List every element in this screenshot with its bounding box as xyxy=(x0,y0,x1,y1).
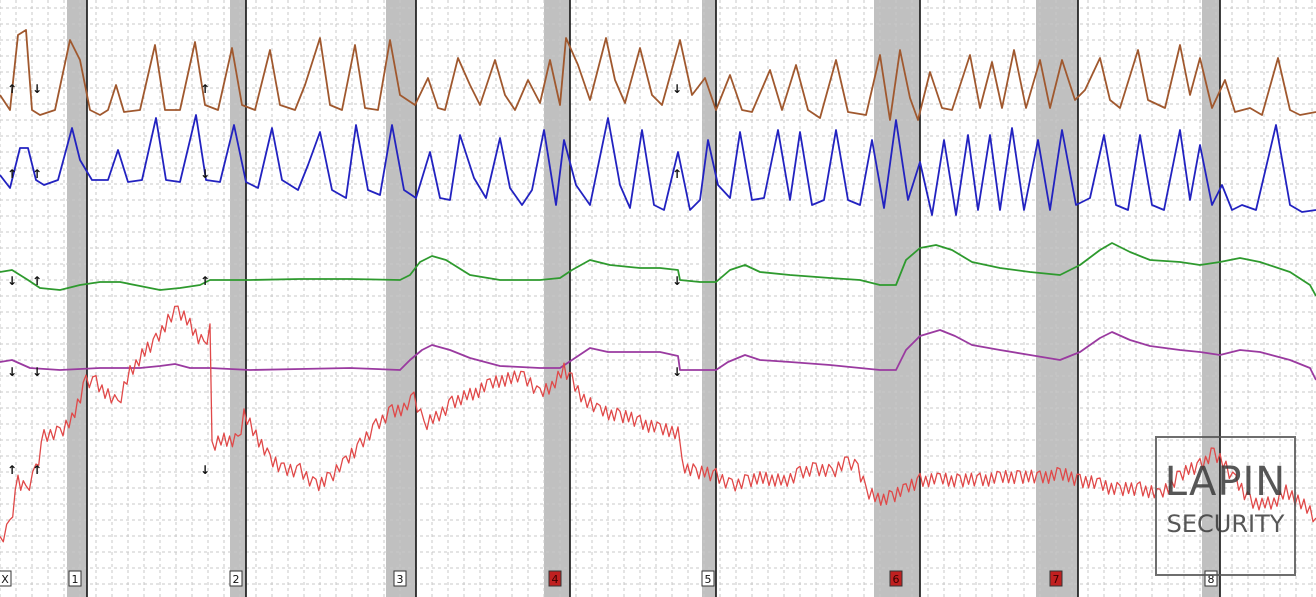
watermark-line2: SECURITY xyxy=(1166,510,1285,538)
breath-arrow-down: ↓ xyxy=(7,365,17,379)
series-lower_breathing xyxy=(0,114,1316,216)
question-marker-box xyxy=(229,570,243,587)
question-bands xyxy=(67,0,1220,597)
breath-arrow-up: ↑ xyxy=(32,167,42,181)
breath-arrow-up: ↑ xyxy=(672,167,682,181)
question-marker-5: 5 xyxy=(701,570,715,587)
breath-arrow-down: ↓ xyxy=(32,82,42,96)
breath-arrow-up: ↑ xyxy=(32,274,42,288)
breath-arrow-down: ↓ xyxy=(200,167,210,181)
series-cardio xyxy=(0,329,1316,381)
breath-arrow-down: ↓ xyxy=(7,274,17,288)
question-band-7 xyxy=(1036,0,1078,597)
question-marker-label: 6 xyxy=(893,573,900,586)
breath-arrow-up: ↑ xyxy=(200,82,210,96)
question-marker-label: 4 xyxy=(552,573,559,586)
question-marker-7: 7 xyxy=(1049,570,1063,587)
question-marker-box xyxy=(701,570,715,587)
question-marker-box xyxy=(889,570,903,587)
breath-arrow-up: ↑ xyxy=(7,82,17,96)
question-marker-label: 2 xyxy=(233,573,240,586)
breath-arrow-down: ↓ xyxy=(200,463,210,477)
question-marker-box xyxy=(1049,570,1063,587)
question-marker-3: 3 xyxy=(393,570,407,587)
question-marker-box xyxy=(548,570,562,587)
question-marker-label: X xyxy=(1,573,9,586)
breath-arrow-up: ↑ xyxy=(200,274,210,288)
question-marker-1: 1 xyxy=(68,570,82,587)
question-marker-X: X xyxy=(0,570,12,587)
question-marker-label: 8 xyxy=(1208,573,1215,586)
question-band-5 xyxy=(702,0,716,597)
breath-arrow-down: ↓ xyxy=(32,365,42,379)
breath-arrow-up: ↑ xyxy=(7,463,17,477)
question-marker-label: 3 xyxy=(397,573,404,586)
question-band-6 xyxy=(874,0,920,597)
question-band-3 xyxy=(386,0,416,597)
breath-arrow-down: ↓ xyxy=(672,82,682,96)
question-band-8 xyxy=(1202,0,1220,597)
question-marker-label: 1 xyxy=(72,573,79,586)
question-marker-2: 2 xyxy=(229,570,243,587)
breath-arrow-up: ↑ xyxy=(7,167,17,181)
breath-arrow-down: ↓ xyxy=(672,274,682,288)
question-marker-box xyxy=(68,570,82,587)
tracings xyxy=(0,29,1316,543)
question-marker-lines xyxy=(86,0,1221,597)
watermark-logo: LAPIN SECURITY xyxy=(1155,436,1296,576)
question-band-2 xyxy=(230,0,246,597)
watermark-line1: LAPIN xyxy=(1164,459,1287,505)
question-marker-box xyxy=(0,570,12,587)
question-markers: X 1 2 3 4 5 6 7 8 xyxy=(0,570,1218,587)
series-upper_breathing xyxy=(0,29,1316,121)
question-band-4 xyxy=(544,0,570,597)
question-band-1 xyxy=(67,0,87,597)
breath-arrow-up: ↑ xyxy=(32,463,42,477)
series-eda xyxy=(0,242,1316,297)
question-marker-label: 7 xyxy=(1053,573,1060,586)
breath-arrow-down: ↓ xyxy=(672,365,682,379)
question-marker-label: 5 xyxy=(705,573,712,586)
breath-markers: ↑ ↓ ↑ ↓ ↑ ↑ ↓ ↑ ↓ ↑ ↑ ↓ ↓ ↓ ↓ ↑ ↑ ↓ xyxy=(7,82,682,477)
series-activity xyxy=(0,305,1316,543)
question-marker-box xyxy=(393,570,407,587)
question-marker-6: 6 xyxy=(889,570,903,587)
question-marker-4: 4 xyxy=(548,570,562,587)
